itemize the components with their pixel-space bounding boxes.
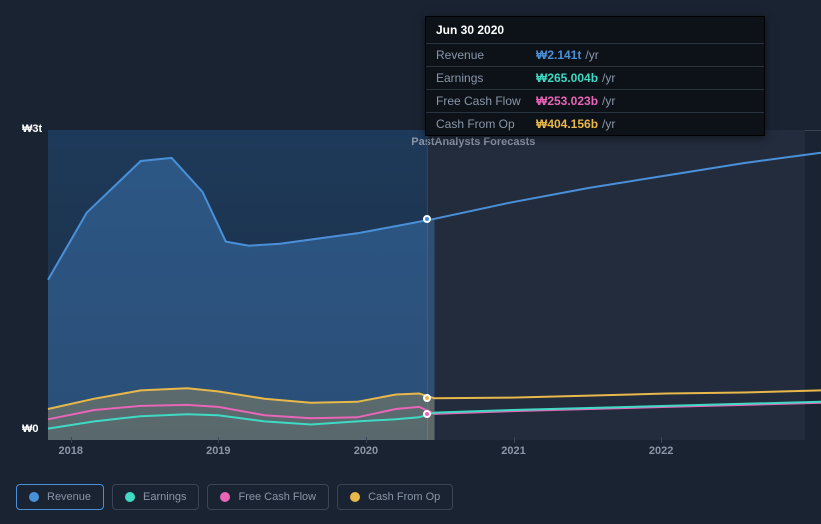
legend-label: Revenue: [47, 491, 91, 503]
x-tick-label: 2021: [501, 445, 525, 457]
tooltip-row-suffix: /yr: [602, 94, 615, 108]
tooltip-row: Cash From Op₩404.156b/yr: [426, 113, 764, 135]
legend-item-revenue[interactable]: Revenue: [16, 484, 104, 510]
tooltip-row-label: Revenue: [436, 48, 536, 62]
x-tick-line: [661, 437, 662, 443]
legend: Revenue Earnings Free Cash Flow Cash From O…: [16, 484, 453, 510]
y-axis-min: ₩0: [22, 423, 39, 435]
tooltip-date: Jun 30 2020: [426, 17, 764, 44]
legend-label: Earnings: [143, 491, 186, 503]
tooltip-panel: Jun 30 2020 Revenue₩2.141t/yrEarnings₩26…: [425, 16, 765, 136]
tooltip-row-label: Cash From Op: [436, 117, 536, 131]
tooltip-row-suffix: /yr: [602, 117, 615, 131]
x-tick-line: [514, 437, 515, 443]
tooltip-row-label: Free Cash Flow: [436, 94, 536, 108]
x-tick-line: [218, 437, 219, 443]
x-tick-line: [366, 437, 367, 443]
legend-item-cash-from-op[interactable]: Cash From Op: [337, 484, 453, 510]
x-tick-label: 2022: [649, 445, 673, 457]
tooltip-row: Free Cash Flow₩253.023b/yr: [426, 90, 764, 113]
x-tick-label: 2018: [58, 445, 82, 457]
tooltip-row: Revenue₩2.141t/yr: [426, 44, 764, 67]
chart-series: [48, 130, 821, 440]
legend-item-free-cash-flow[interactable]: Free Cash Flow: [207, 484, 329, 510]
legend-dot-icon: [125, 492, 135, 502]
x-tick-label: 2019: [206, 445, 230, 457]
y-axis-max: ₩3t: [22, 123, 42, 135]
legend-label: Cash From Op: [368, 491, 440, 503]
tooltip-row-value: ₩404.156b: [536, 117, 598, 131]
chart-plot[interactable]: Past Analysts Forecasts: [48, 130, 821, 440]
legend-dot-icon: [220, 492, 230, 502]
legend-item-earnings[interactable]: Earnings: [112, 484, 199, 510]
tooltip-row-value: ₩265.004b: [536, 71, 598, 85]
tooltip-row-value: ₩253.023b: [536, 94, 598, 108]
tooltip-row-suffix: /yr: [585, 48, 598, 62]
tooltip-row: Earnings₩265.004b/yr: [426, 67, 764, 90]
x-tick-label: 2020: [354, 445, 378, 457]
tooltip-row-label: Earnings: [436, 71, 536, 85]
x-tick-line: [71, 437, 72, 443]
legend-label: Free Cash Flow: [238, 491, 316, 503]
marker-free-cash-flow: [423, 410, 431, 418]
tooltip-row-value: ₩2.141t: [536, 48, 581, 62]
tooltip-rows: Revenue₩2.141t/yrEarnings₩265.004b/yrFre…: [426, 44, 764, 135]
marker-revenue: [423, 215, 431, 223]
tooltip-row-suffix: /yr: [602, 71, 615, 85]
marker-cash-from-op: [423, 394, 431, 402]
x-axis: 2018 2019 2020 2021 2022: [48, 445, 821, 475]
legend-dot-icon: [350, 492, 360, 502]
legend-dot-icon: [29, 492, 39, 502]
